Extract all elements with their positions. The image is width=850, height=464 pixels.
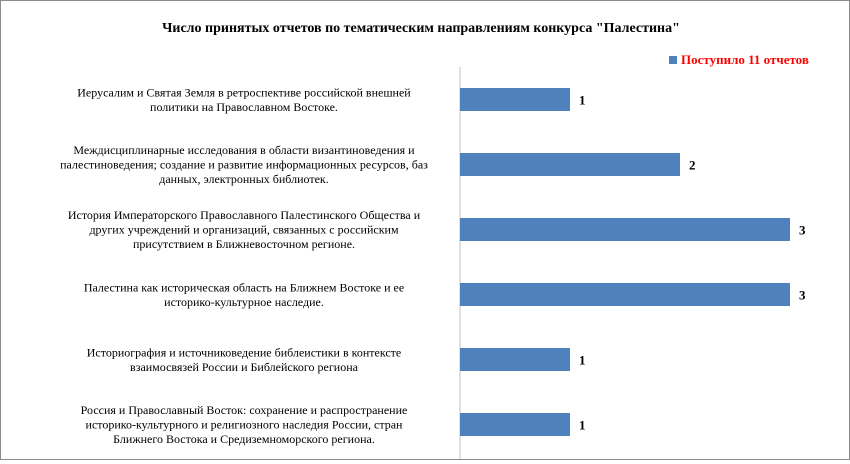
data-label-4: 3 bbox=[799, 288, 806, 303]
category-label-4: Палестина как историческая область на Бл… bbox=[84, 280, 404, 309]
category-label-line: других учреждений и организаций, связанн… bbox=[89, 223, 399, 237]
data-labels-group: 1 2 3 3 1 1 bbox=[579, 93, 806, 433]
category-label-5: Историография и источниковедение библеис… bbox=[87, 345, 402, 374]
category-label-line: историко-культурного и религиозного насл… bbox=[86, 418, 404, 432]
category-label-1: Иерусалим и Святая Земля в ретроспективе… bbox=[77, 85, 411, 114]
category-label-line: историко-культурное наследие. bbox=[164, 295, 324, 309]
legend: Поступило 11 отчетов bbox=[669, 52, 809, 67]
legend-label: Поступило 11 отчетов bbox=[681, 52, 809, 67]
category-label-line: Историография и источниковедение библеис… bbox=[87, 345, 402, 359]
category-label-line: Россия и Православный Восток: сохранение… bbox=[81, 403, 408, 417]
data-label-1: 1 bbox=[579, 93, 586, 108]
category-label-line: Междисциплинарные исследования в области… bbox=[73, 143, 415, 157]
category-label-line: политики на Православном Востоке. bbox=[150, 100, 338, 114]
chart-title: Число принятых отчетов по тематическим н… bbox=[162, 21, 680, 36]
category-label-3: История Императорского Православного Пал… bbox=[68, 208, 421, 251]
category-label-line: палестиноведения; создание и развитие ин… bbox=[60, 158, 428, 172]
bar-4 bbox=[460, 283, 790, 306]
legend-swatch bbox=[669, 56, 677, 64]
bars-group bbox=[460, 88, 790, 436]
data-label-5: 1 bbox=[579, 353, 586, 368]
bar-6 bbox=[460, 413, 570, 436]
category-label-line: Ближнего Востока и Средиземноморского ре… bbox=[113, 432, 375, 446]
category-label-line: Палестина как историческая область на Бл… bbox=[84, 280, 404, 294]
bar-3 bbox=[460, 218, 790, 241]
bar-1 bbox=[460, 88, 570, 111]
category-label-line: История Императорского Православного Пал… bbox=[68, 208, 421, 222]
bar-5 bbox=[460, 348, 570, 371]
category-labels-group: Иерусалим и Святая Земля в ретроспективе… bbox=[60, 85, 428, 446]
category-label-line: Иерусалим и Святая Земля в ретроспективе… bbox=[77, 85, 411, 99]
category-label-6: Россия и Православный Восток: сохранение… bbox=[81, 403, 408, 446]
category-label-line: взаимосвязей России и Библейского регион… bbox=[130, 360, 359, 374]
data-label-2: 2 bbox=[689, 158, 696, 173]
data-label-6: 1 bbox=[579, 418, 586, 433]
category-label-line: присутствием в Ближневосточном регионе. bbox=[133, 237, 355, 251]
category-label-2: Междисциплинарные исследования в области… bbox=[60, 143, 428, 186]
bar-2 bbox=[460, 153, 680, 176]
data-label-3: 3 bbox=[799, 223, 806, 238]
category-label-line: данных, электронных библиотек. bbox=[159, 172, 329, 186]
